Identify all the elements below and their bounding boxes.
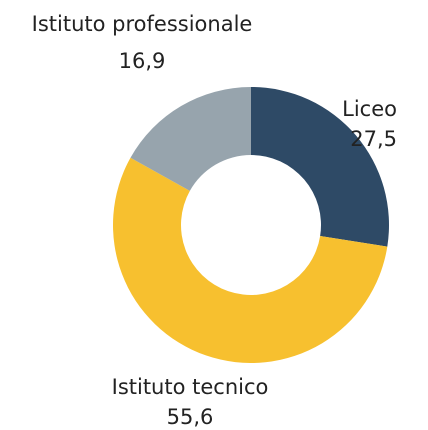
donut-slice [130,87,251,191]
donut-slice [251,87,389,247]
value-label: 16,9 [119,49,166,73]
slice-label: Liceo [342,97,397,121]
value-label: 55,6 [167,405,214,429]
slice-label: Istituto tecnico [112,375,269,399]
slice-label: Istituto professionale [32,12,253,36]
donut-slice [113,157,388,363]
value-label: 27,5 [350,127,397,151]
